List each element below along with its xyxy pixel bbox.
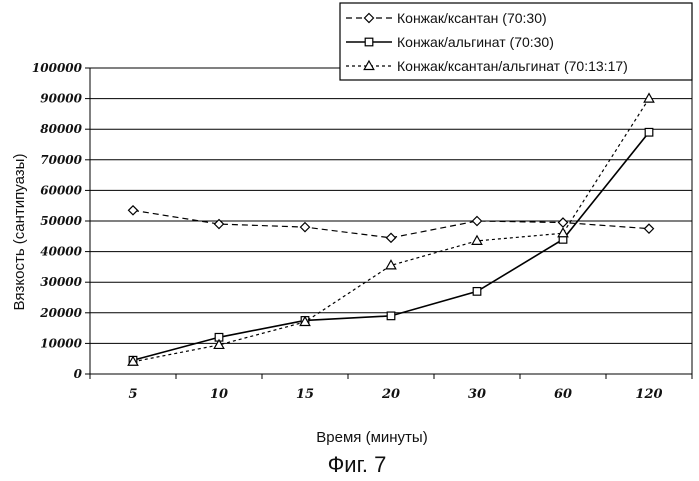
x-tick-label: 5: [128, 387, 137, 402]
x-tick-label: 60: [554, 387, 572, 402]
data-point: [645, 128, 653, 136]
x-tick-label: 30: [468, 387, 486, 402]
data-point: [645, 224, 654, 233]
data-point: [473, 217, 482, 226]
legend-marker: [365, 38, 373, 46]
y-tick-label: 10000: [40, 336, 82, 350]
y-tick-label: 50000: [40, 214, 82, 228]
series-line: [133, 99, 649, 362]
legend-label: Конжак/ксантан (70:30): [397, 10, 547, 26]
y-axis-label: Вязкость (сантипуазы): [11, 154, 28, 311]
y-tick-label: 60000: [40, 183, 82, 197]
data-point: [387, 233, 396, 242]
data-point: [644, 94, 654, 103]
series-layer: [128, 94, 654, 366]
gridlines: [90, 68, 692, 374]
y-tick-label: 80000: [40, 122, 82, 136]
figure-caption: Фиг. 7: [328, 452, 387, 477]
y-tick-label: 30000: [40, 275, 82, 289]
data-point: [129, 206, 138, 215]
x-tick-label: 15: [296, 387, 314, 402]
data-point: [473, 288, 481, 296]
y-tick-label: 0: [74, 367, 83, 381]
data-point: [558, 228, 568, 237]
series-3: [128, 94, 654, 366]
legend-label: Конжак/ксантан/альгинат (70:13:17): [397, 58, 628, 74]
x-tick-label: 20: [381, 387, 400, 402]
data-point: [387, 312, 395, 320]
x-axis-label: Время (минуты): [316, 429, 427, 446]
y-tick-label: 40000: [40, 245, 82, 259]
y-tick-label: 20000: [39, 306, 82, 320]
legend: Конжак/ксантан (70:30) Конжак/альгинат (7…: [340, 3, 692, 80]
x-tick-label: 10: [210, 387, 228, 402]
y-axis-ticks: 0 10000 20000 30000 40000 50000 60000 70000 8000…: [32, 61, 90, 381]
series-2: [129, 128, 653, 364]
data-point: [559, 218, 568, 227]
series-line: [133, 132, 649, 360]
legend-label: Конжак/альгинат (70:30): [397, 34, 554, 50]
y-tick-label: 100000: [32, 61, 83, 75]
y-tick-label: 90000: [40, 92, 82, 106]
x-axis-ticks: 5 10 15 20 30 60 120: [90, 374, 692, 402]
data-point: [301, 223, 310, 232]
x-tick-label: 120: [635, 387, 662, 402]
y-tick-label: 70000: [40, 153, 82, 167]
